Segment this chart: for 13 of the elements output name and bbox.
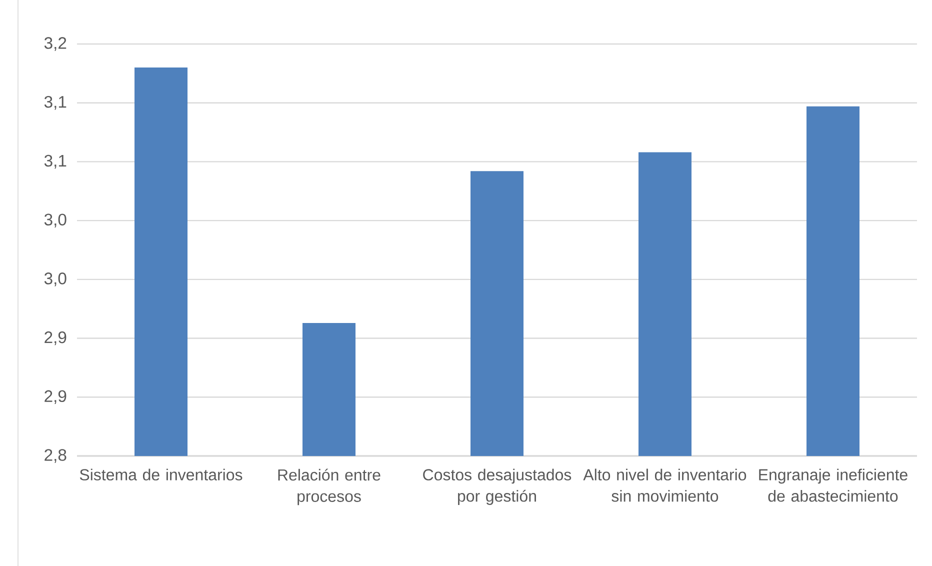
x-tick-label: Relación entre procesos <box>278 468 380 506</box>
y-tick-label: 3,2 <box>44 37 66 51</box>
y-tick-label: 3,0 <box>44 214 66 228</box>
y-tick-label: 2,9 <box>44 390 66 404</box>
y-tick-label: 2,8 <box>44 449 66 463</box>
x-tick-label: Sistema de inventarios <box>80 468 242 480</box>
x-tick-label: Alto nivel de inventario sin movimiento <box>583 468 746 502</box>
y-tick-label: 2,9 <box>44 331 66 346</box>
y-tick-label: 3,1 <box>44 154 66 169</box>
y-tick-label: 3,0 <box>44 272 66 286</box>
x-tick-label: Engranaje ineficiente de abastecimiento <box>759 468 908 502</box>
y-tick-label: 3,1 <box>44 96 66 110</box>
x-tick-label: Costos desajustados por gestión <box>423 468 572 505</box>
